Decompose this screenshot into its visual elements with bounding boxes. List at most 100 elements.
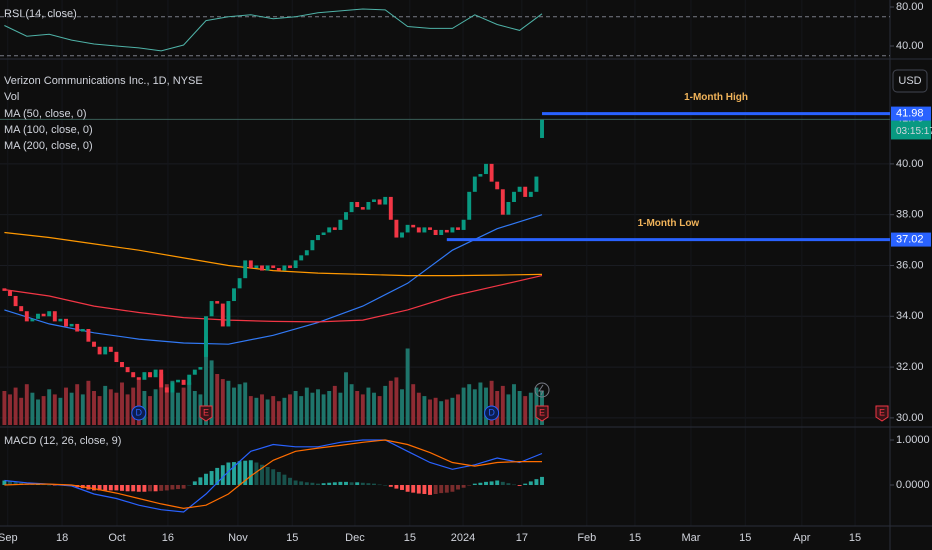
candle-body [383, 196, 388, 205]
candle-body [344, 212, 348, 220]
volume-bar [125, 394, 130, 425]
candle-body [47, 311, 52, 317]
candle-body [2, 288, 7, 291]
volume-bar [411, 384, 416, 425]
candle-body [433, 229, 438, 236]
macd-histogram-bar [232, 462, 236, 486]
volume-bar [383, 385, 388, 425]
candle-body [288, 265, 292, 269]
volume-bar [528, 392, 533, 425]
volume-bar [187, 382, 192, 425]
y-tick-label: 32.00 [896, 361, 924, 373]
candle-body [310, 240, 315, 251]
macd-histogram-bar [97, 485, 102, 491]
volume-bar [265, 399, 270, 425]
macd-histogram-bar [159, 485, 164, 491]
macd-line [4, 439, 542, 510]
macd-histogram-bar [103, 485, 108, 491]
macd-histogram-bar [405, 485, 410, 492]
range-label: 1-Month High [684, 92, 748, 103]
volume-bar [282, 397, 287, 425]
range-value-box [891, 232, 931, 247]
macd-histogram-bar [517, 485, 522, 486]
macd-histogram-bar [131, 485, 136, 492]
candle-body [148, 372, 152, 378]
event-badge [199, 405, 213, 422]
volume-bar [164, 384, 169, 425]
macd-histogram-bar [92, 485, 96, 491]
candle-body [198, 367, 203, 370]
candle-body [372, 199, 376, 202]
countdown-label: 03:15:17 [896, 126, 932, 137]
macd-histogram-bar [125, 485, 130, 492]
volume-bar [366, 387, 371, 425]
volume-bar [271, 396, 276, 425]
candle-body [243, 260, 248, 279]
volume-bar [394, 377, 399, 425]
candle-body [293, 260, 298, 269]
currency-label[interactable]: USD [898, 75, 921, 87]
volume-bar [400, 389, 404, 425]
macd-histogram-bar [164, 485, 169, 491]
y-tick-label: 30.00 [896, 412, 924, 424]
volume-bar [58, 397, 63, 425]
candle-body [97, 346, 102, 355]
volume-bar [2, 391, 7, 425]
candle-body [489, 163, 494, 182]
candle-body [86, 328, 91, 342]
macd-histogram-bar [422, 485, 427, 495]
macd-histogram-bar [433, 485, 438, 495]
currency-button[interactable] [892, 69, 928, 93]
rsi-title: RSI (14, close) [4, 8, 77, 20]
macd-histogram-bar [299, 481, 304, 486]
candle-body [181, 379, 186, 385]
x-tick-label: 15 [849, 532, 861, 544]
macd-histogram-bar [394, 485, 399, 489]
volume-bar [47, 389, 52, 425]
volume-bar [24, 384, 29, 425]
x-tick-label: Apr [793, 532, 810, 544]
volume-bar [377, 396, 382, 425]
volume-bar [422, 396, 427, 425]
split-icon-bolt [538, 384, 544, 396]
y-tick-label: 34.00 [896, 310, 924, 322]
candle-body [120, 362, 124, 368]
x-tick-label: 15 [286, 532, 298, 544]
macd-histogram-bar [349, 482, 354, 486]
candle-body [400, 232, 404, 238]
marks [0, 8, 890, 513]
candle-body [523, 186, 528, 197]
ma-legend: MA (200, close, 0) [4, 140, 93, 152]
macd-histogram-bar [388, 485, 393, 487]
rsi-line [4, 8, 543, 52]
macd-histogram-bar [114, 485, 119, 491]
macd-histogram-bar [456, 485, 460, 490]
candle-body [254, 265, 259, 269]
split-icon[interactable] [534, 382, 550, 398]
volume-bar [405, 348, 410, 425]
volume-bar [506, 394, 511, 425]
candle-body [69, 323, 74, 327]
macd-histogram-bar [360, 482, 365, 486]
macd-histogram-bar [484, 481, 488, 486]
candle-body [41, 313, 46, 317]
volume-bar [220, 379, 225, 425]
volume-bar [97, 396, 102, 425]
y-tick-label: 80.00 [896, 1, 924, 13]
candle-body [209, 301, 214, 317]
macd-histogram-bar [153, 485, 158, 492]
y-tick-label: 40.00 [896, 40, 924, 52]
volume-bar [260, 394, 264, 425]
x-tick-label: Oct [108, 532, 125, 544]
volume-bar [500, 385, 505, 425]
macd-title: MACD (12, 26, close, 9) [4, 435, 121, 447]
macd-histogram-bar [52, 485, 57, 486]
volume-bar [8, 394, 12, 425]
candle-body [92, 341, 96, 347]
volume-bar [484, 387, 488, 425]
candle-body [276, 268, 281, 271]
macd-histogram-bar [276, 471, 281, 486]
macd-histogram-bar [260, 464, 264, 486]
volume-bar [80, 394, 85, 425]
range-label: 1-Month Low [638, 218, 700, 229]
